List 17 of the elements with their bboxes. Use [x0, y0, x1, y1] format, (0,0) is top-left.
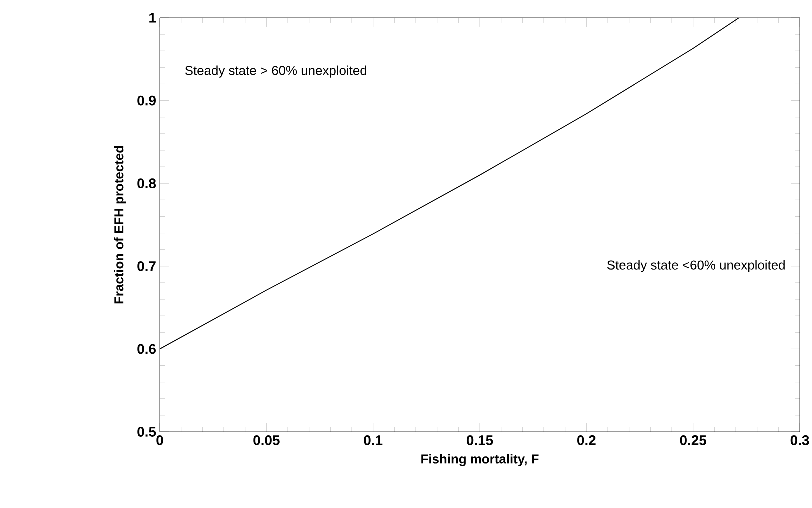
annotation: Steady state > 60% unexploited	[185, 66, 367, 78]
x-tick-label: 0.25	[680, 436, 707, 446]
y-tick-label: 1	[150, 13, 156, 23]
y-tick-label: 0.9	[138, 96, 156, 106]
x-axis-title: Fishing mortality, F	[422, 454, 539, 466]
x-tick-label: 0.2	[578, 436, 596, 446]
y-tick-label: 0.8	[138, 178, 156, 189]
y-tick-label: 0.6	[138, 344, 156, 354]
x-tick-label: 0	[156, 436, 164, 446]
x-tick-label: 0.1	[364, 436, 383, 446]
y-axis-title: Fraction of EFH protected	[114, 146, 126, 304]
y-tick-label: 0.5	[138, 427, 156, 437]
x-tick-label: 0.3	[790, 436, 810, 446]
x-tick-label: 0.15	[466, 436, 494, 446]
annotation: Steady state <60% unexploited	[607, 260, 785, 272]
x-tick-label: 0.05	[254, 436, 280, 446]
y-tick-label: 0.7	[138, 261, 156, 272]
